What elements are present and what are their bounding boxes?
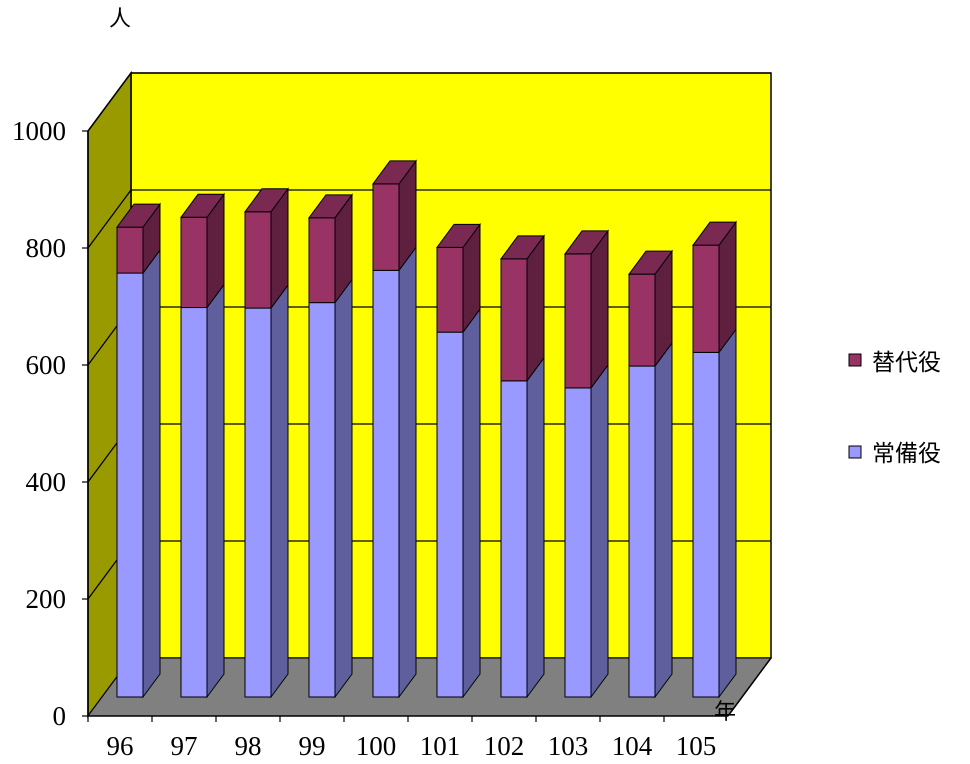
y-unit-label: 人 [109,7,131,32]
bar-segment-105-1 [692,244,720,353]
gridline-800 [87,189,771,249]
bar-side-104-0 [654,341,673,699]
y-tick-200: 200 [26,584,67,614]
bar-side-97-0 [206,283,225,699]
y-tick-0: 0 [53,701,67,731]
legend: 替代役 常備役 [848,350,941,467]
legend-label-常備役: 常備役 [872,441,941,467]
x-tick-103: 103 [548,731,589,761]
bar-segment-97-1 [180,216,208,309]
bar-101 [436,222,481,699]
bar-top-100 [372,160,417,185]
bar-top-97 [180,193,225,218]
x-tick-labels: 96 97 98 99 100 101 102 103 104 105 [87,716,717,761]
bar-side-98-0 [270,283,289,699]
x-tick-102: 102 [484,731,525,761]
bar-97 [180,192,225,699]
bar-segment-103-0 [564,387,592,698]
bar-segment-101-0 [436,331,464,698]
x-tick-100: 100 [356,731,397,761]
bar-top-102 [500,235,545,260]
bar-segment-104-1 [628,273,656,367]
x-tick-98: 98 [235,731,262,761]
x-unit-label: 年 [714,700,736,725]
bar-99 [308,193,353,699]
bar-segment-100-0 [372,269,400,698]
y-tick-labels: 0 200 400 600 800 1000 [12,116,88,731]
bar-segment-96-1 [116,226,144,274]
x-tick-99: 99 [299,731,326,761]
bars [116,159,737,699]
legend-swatch-常備役 [848,445,862,459]
bar-top-101 [436,223,481,248]
bar-segment-105-0 [692,351,720,698]
bar-side-101-0 [462,307,481,699]
x-tick-105: 105 [676,731,717,761]
bar-segment-104-0 [628,365,656,698]
bar-top-104 [628,250,673,275]
bar-98 [244,187,289,699]
y-tick-800: 800 [26,233,67,263]
bar-side-99-0 [334,278,353,699]
bar-side-102-1 [526,234,545,383]
bar-segment-103-1 [564,253,592,389]
bar-top-105 [692,221,737,246]
bar-segment-102-0 [500,380,528,698]
bar-segment-101-1 [436,246,464,333]
legend-swatch-替代役 [848,353,862,367]
x-tick-101: 101 [420,731,461,761]
bar-top-99 [308,194,353,219]
bar-top-96 [116,203,161,228]
bar-segment-96-0 [116,272,144,698]
x-tick-104: 104 [612,731,653,761]
bar-top-103 [564,230,609,255]
bar-102 [500,234,545,699]
bar-side-103-1 [590,229,609,390]
floor-edge-line [727,657,772,717]
bar-105 [692,220,737,699]
bar-96 [116,202,161,699]
bar-segment-99-0 [308,302,336,698]
legend-label-替代役: 替代役 [872,350,941,376]
bar-segment-100-1 [372,183,400,271]
bar-side-100-0 [398,245,417,699]
bar-100 [372,159,417,699]
bar-segment-98-0 [244,307,272,698]
bar-segment-97-0 [180,307,208,698]
y-tick-400: 400 [26,467,67,497]
y-tick-600: 600 [26,350,67,380]
gridline-1000 [87,72,771,132]
bar-side-103-0 [590,363,609,699]
y-tick-1000: 1000 [12,116,66,146]
bar-segment-99-1 [308,217,336,304]
bar-103 [564,229,609,699]
x-tick-96: 96 [107,731,134,761]
bar-104 [628,249,673,699]
bar-side-102-0 [526,356,545,699]
bar-top-98 [244,188,289,213]
bar-segment-98-1 [244,211,272,309]
bar-side-96-0 [142,248,161,699]
bar-side-105-0 [718,327,737,699]
x-tick-97: 97 [171,731,198,761]
bar-segment-102-1 [500,258,528,382]
